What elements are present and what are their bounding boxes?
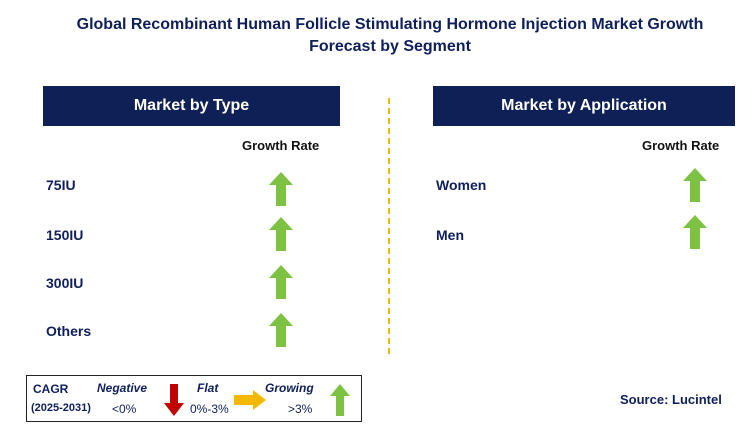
application-panel-header: Market by Application <box>433 86 735 126</box>
title-line-1: Global Recombinant Human Follicle Stimul… <box>76 16 704 33</box>
panel-divider <box>388 98 390 354</box>
legend: CAGR (2025-2031) Negative <0% Flat 0%-3%… <box>26 375 362 422</box>
up-arrow-icon <box>269 217 293 251</box>
up-arrow-icon <box>330 384 350 416</box>
application-row-label-women: Women <box>436 177 487 193</box>
chart-title: Global Recombinant Human Follicle Stimul… <box>40 14 740 58</box>
up-arrow-icon <box>269 313 293 347</box>
legend-flat-label: Flat <box>197 381 219 395</box>
type-growth-rate-label: Growth Rate <box>242 138 320 153</box>
up-arrow-icon <box>269 265 293 299</box>
legend-negative-range: <0% <box>112 402 137 416</box>
type-row-label-300iu: 300IU <box>46 275 84 291</box>
legend-period: (2025-2031) <box>31 402 91 414</box>
legend-cagr: CAGR <box>33 382 69 396</box>
up-arrow-icon <box>683 215 707 249</box>
application-growth-rate-label: Growth Rate <box>642 138 720 153</box>
application-row-label-men: Men <box>436 227 464 243</box>
legend-negative-label: Negative <box>97 381 148 395</box>
up-arrow-icon <box>683 168 707 202</box>
up-arrow-icon <box>269 172 293 206</box>
type-panel-header: Market by Type <box>43 86 340 126</box>
legend-growing-range: >3% <box>288 402 313 416</box>
type-row-label-others: Others <box>46 323 92 339</box>
type-row-label-150iu: 150IU <box>46 227 84 243</box>
type-row-label-75iu: 75IU <box>46 177 76 193</box>
legend-growing-label: Growing <box>265 381 314 395</box>
legend-flat-range: 0%-3% <box>190 402 229 416</box>
right-arrow-icon <box>234 390 266 410</box>
title-line-2: Forecast by Segment <box>309 38 471 55</box>
down-arrow-icon <box>164 384 184 416</box>
source-note: Source: Lucintel <box>620 392 722 407</box>
